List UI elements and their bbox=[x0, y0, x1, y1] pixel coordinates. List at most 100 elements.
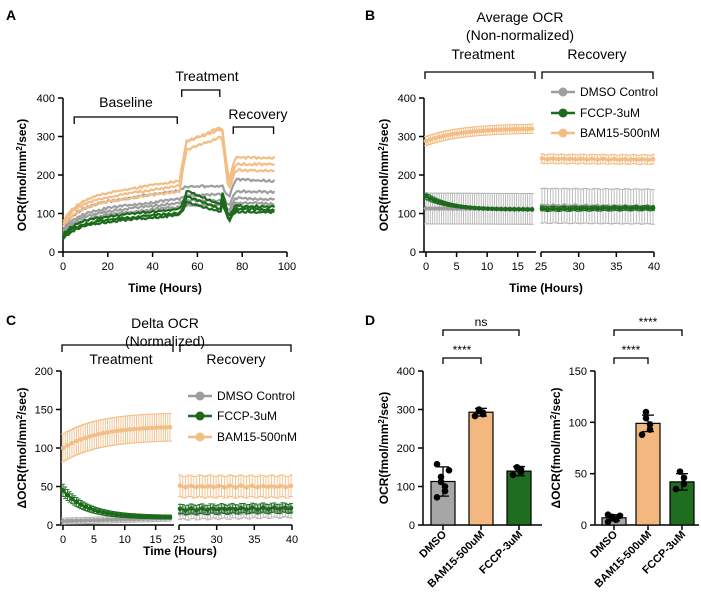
legend-dmso-label: DMSO Control bbox=[217, 389, 295, 403]
panel-c-point-fccp bbox=[69, 496, 75, 502]
panel-b-x-tick-label: 30 bbox=[573, 261, 585, 273]
panel-d1-bar-bam15-500um bbox=[468, 411, 494, 526]
panel-c-point-dmso bbox=[82, 518, 88, 523]
panel-b-point-bam bbox=[489, 127, 495, 133]
panel-d2-significance-label: **** bbox=[622, 343, 641, 357]
panel-c-point-fccp bbox=[288, 505, 294, 511]
panel-c-point-fccp bbox=[145, 514, 151, 519]
panel-d2-data-point bbox=[638, 431, 646, 438]
panel-b-point-bam bbox=[494, 127, 499, 133]
panel-b-phase-recovery: Recovery bbox=[567, 46, 626, 62]
panel-a-x-tick-label: 60 bbox=[191, 261, 203, 273]
panel-b-point-fccp bbox=[525, 207, 530, 212]
panel-letter-d: D bbox=[365, 312, 375, 328]
panel-b-point-fccp bbox=[539, 206, 545, 211]
panel-b-point-fccp bbox=[573, 206, 578, 211]
panel-b-point-fccp bbox=[595, 206, 600, 211]
panel-a-series-dmso bbox=[62, 196, 275, 233]
panel-b-point-bam bbox=[503, 127, 508, 132]
panel-c-point-bam bbox=[82, 435, 88, 441]
panel-b-x-tick-label: 10 bbox=[481, 261, 493, 273]
panel-b-subtitle: (Non-normalized) bbox=[466, 27, 574, 43]
panel-c-point-bam bbox=[127, 427, 133, 432]
panel-c-point-fccp bbox=[272, 505, 277, 510]
panel-d2-y-tick-label: 100 bbox=[569, 417, 587, 429]
panel-b-y-tick-label: 100 bbox=[398, 209, 416, 221]
panel-d2-y-tick-label: 50 bbox=[575, 469, 587, 481]
panel-d2-data-point bbox=[642, 408, 650, 416]
panel-d1-data-point bbox=[433, 460, 441, 468]
panel-c-point-bam bbox=[277, 483, 283, 489]
panel-a-bracket-baseline bbox=[73, 116, 178, 124]
panel-c-subtitle: (Normalized) bbox=[125, 333, 205, 349]
panel-b-point-dmso bbox=[445, 206, 451, 211]
panel-d1-data-point bbox=[445, 467, 453, 474]
legend-bam-label: BAM15-500nM bbox=[217, 430, 297, 444]
panel-d2-bar-bam15-500um bbox=[635, 422, 661, 526]
panel-b-y-tick-label: 200 bbox=[398, 170, 416, 182]
panel-c-point-bam bbox=[233, 485, 238, 490]
panel-c-point-bam bbox=[205, 484, 211, 489]
panel-c-xlabel: Time (Hours) bbox=[143, 544, 217, 558]
panel-c-point-fccp bbox=[65, 492, 70, 498]
panel-c-point-fccp bbox=[132, 513, 137, 519]
panel-c-point-bam bbox=[194, 484, 199, 490]
panel-b-point-bam bbox=[520, 126, 526, 132]
panel-d2-data-point bbox=[680, 480, 688, 488]
panel-d2-x-tick-label: DMSO bbox=[588, 528, 620, 560]
panel-b-legend: DMSO Control FCCP-3uM BAM15-500nM bbox=[551, 85, 660, 140]
panel-b-point-dmso bbox=[441, 206, 446, 211]
panel-c-point-bam bbox=[266, 484, 272, 489]
panel-c-point-fccp bbox=[87, 506, 93, 511]
panel-c-y-tick-label: 150 bbox=[35, 405, 53, 417]
panel-d2-significance-label: **** bbox=[639, 315, 658, 329]
panel-c-point-fccp bbox=[238, 505, 244, 511]
legend-bam-marker bbox=[558, 128, 568, 138]
panel-c-point-fccp bbox=[96, 508, 101, 514]
panel-c-point-bam bbox=[114, 428, 119, 434]
panel-d1-significance-label: ns bbox=[475, 315, 488, 329]
panel-c-point-bam bbox=[211, 484, 216, 490]
panel-c-phase-treatment: Treatment bbox=[89, 351, 152, 367]
panel-c-point-fccp bbox=[277, 506, 283, 512]
panel-b-point-fccp bbox=[463, 204, 469, 210]
panel-b-point-bam bbox=[628, 157, 634, 162]
panel-a-y-tick-label: 0 bbox=[49, 247, 55, 259]
panel-b-point-fccp bbox=[498, 206, 504, 212]
panel-c-point-fccp bbox=[91, 507, 97, 513]
panel-c-point-dmso bbox=[114, 517, 119, 522]
panel-c-point-bam bbox=[260, 483, 266, 489]
panel-c-point-fccp bbox=[222, 506, 227, 512]
panel-a-phase-treatment: Treatment bbox=[175, 68, 238, 84]
panel-c-point-bam bbox=[238, 483, 244, 488]
panel-c-point-fccp bbox=[244, 507, 249, 512]
panel-d2-y-tick-label: 150 bbox=[569, 366, 587, 378]
panel-c-point-dmso bbox=[118, 517, 124, 522]
panel-d2-y-tick-label: 0 bbox=[581, 520, 587, 532]
panel-b-point-fccp bbox=[481, 206, 486, 211]
panel-b-point-fccp bbox=[529, 207, 535, 212]
panel-d1-y-tick-label: 400 bbox=[397, 366, 415, 378]
panel-b-point-bam bbox=[545, 156, 550, 162]
panel-b-title: Average OCR bbox=[477, 9, 564, 25]
panel-d2-data-point bbox=[680, 474, 688, 482]
panel-d1-data-point bbox=[475, 406, 483, 413]
panel-b-point-fccp bbox=[441, 200, 446, 206]
panel-b-point-fccp bbox=[432, 198, 438, 203]
panel-c-point-dmso bbox=[69, 518, 75, 524]
panel-b-point-bam bbox=[622, 156, 628, 162]
panel-c-point-fccp bbox=[127, 513, 133, 518]
panel-c-point-bam bbox=[145, 425, 151, 431]
panel-c-x-tick-label: 40 bbox=[286, 534, 298, 546]
panel-c-point-bam bbox=[216, 483, 222, 489]
panel-c-point-fccp bbox=[205, 507, 211, 513]
panel-b-point-bam bbox=[441, 133, 446, 139]
panel-b-xlabel: Time (Hours) bbox=[509, 281, 583, 295]
panel-b-point-fccp bbox=[485, 206, 491, 211]
panel-c-x-tick-label: 30 bbox=[211, 534, 223, 546]
panel-b-point-bam bbox=[463, 130, 469, 135]
panel-b-x-tick-label: 5 bbox=[454, 261, 460, 273]
panel-c-title: Delta OCR bbox=[131, 315, 199, 331]
panel-c-point-bam bbox=[249, 483, 255, 489]
panel-a-plot: 0 100 200 300 400 0 20 40 60 80 100 bbox=[37, 89, 296, 273]
